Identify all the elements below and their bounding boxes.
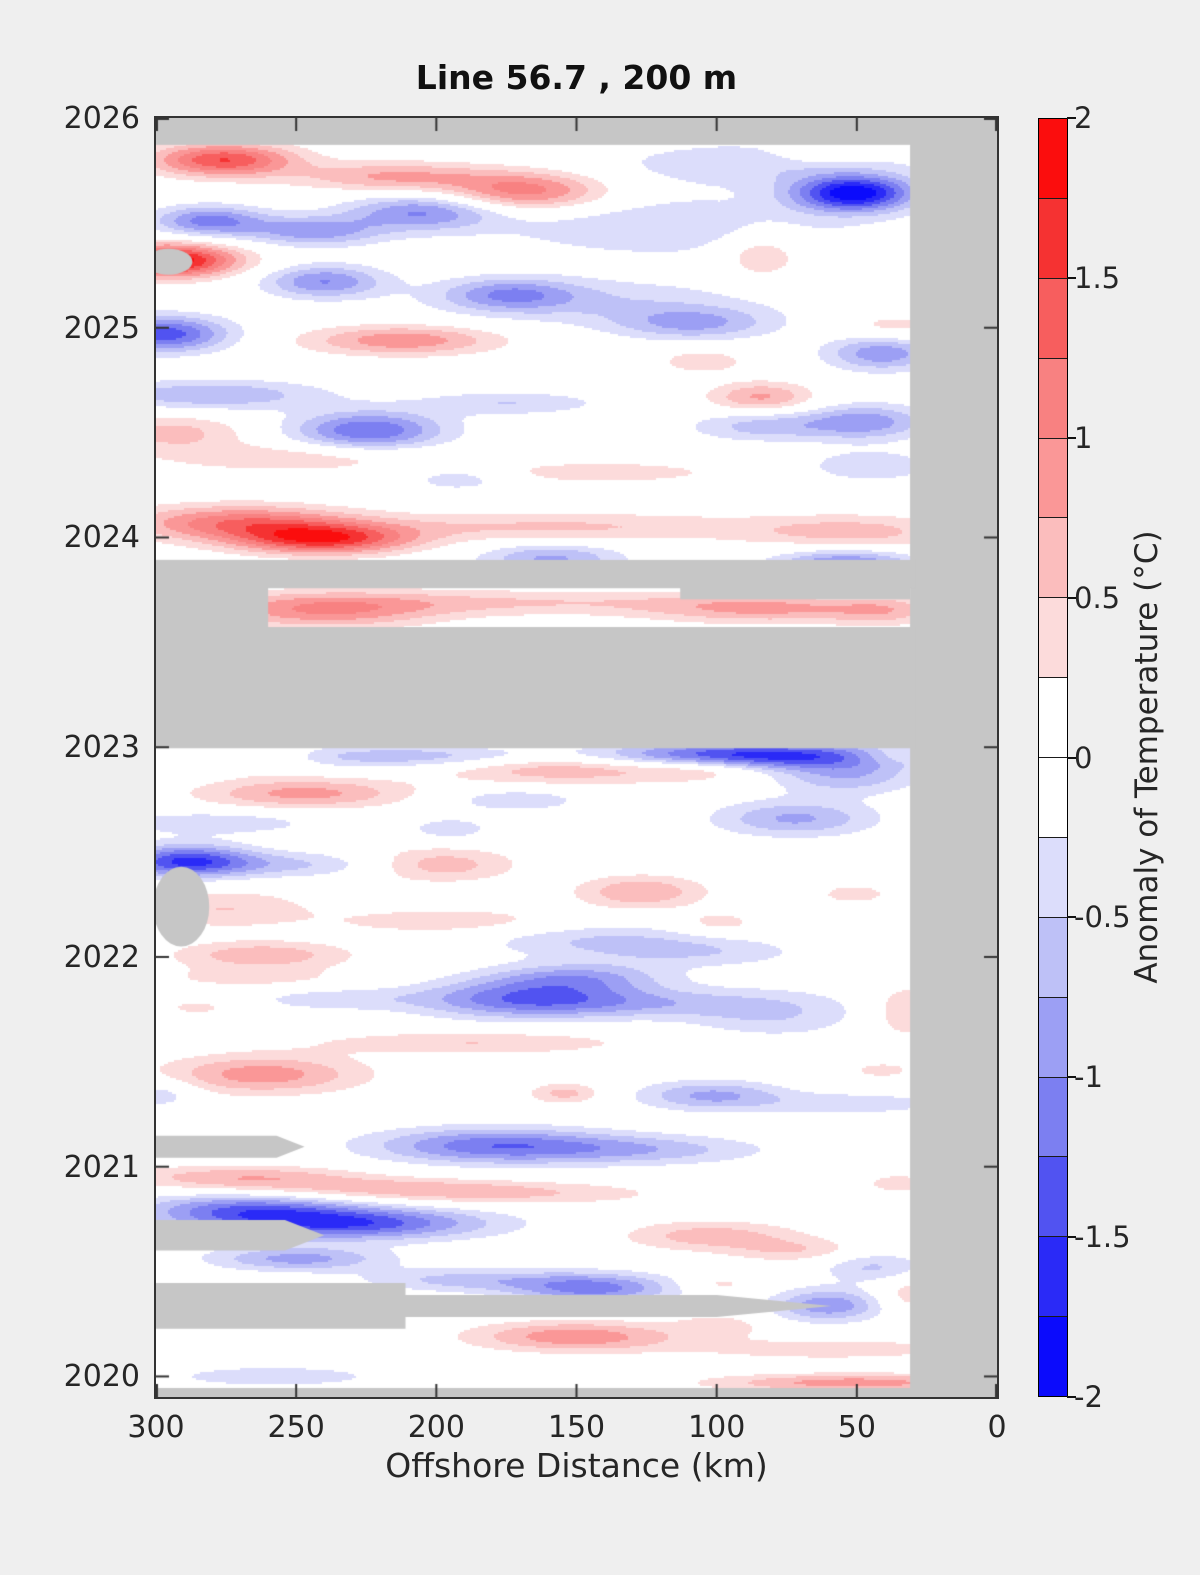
- colorbar-tick-mark: [1067, 436, 1076, 439]
- colorbar-tick--0.5: -0.5: [1074, 900, 1131, 935]
- y-tick-2020: 2020: [63, 1359, 140, 1395]
- colorbar-segment-5: [1039, 518, 1067, 599]
- colorbar-tick--1.5: -1.5: [1074, 1220, 1131, 1255]
- colorbar: [1038, 118, 1068, 1397]
- y-tick-2022: 2022: [63, 939, 140, 975]
- colorbar-segment-7: [1039, 678, 1067, 758]
- colorbar-segment-1: [1039, 198, 1067, 279]
- x-tick-100: 100: [688, 1410, 746, 1445]
- colorbar-tick-mark: [1067, 596, 1076, 599]
- x-axis-label: Offshore Distance (km): [385, 1446, 768, 1485]
- colorbar-segment-12: [1039, 1077, 1067, 1158]
- colorbar-tick-mark: [1067, 1396, 1076, 1398]
- colorbar-segment-15: [1039, 1317, 1067, 1396]
- colorbar-segment-0: [1039, 119, 1067, 199]
- heatmap-canvas: [156, 118, 997, 1397]
- x-tick-50: 50: [837, 1410, 876, 1445]
- colorbar-tick-mark: [1067, 756, 1076, 759]
- x-tick-250: 250: [267, 1410, 325, 1445]
- colorbar-segment-11: [1039, 997, 1067, 1078]
- colorbar-tick-mark: [1067, 117, 1076, 119]
- x-tick-300: 300: [127, 1410, 185, 1445]
- colorbar-tick-1.5: 1.5: [1074, 260, 1121, 295]
- y-tick-2026: 2026: [63, 101, 140, 136]
- colorbar-tick-mark: [1067, 916, 1076, 919]
- colorbar-segment-10: [1039, 917, 1067, 998]
- x-tick-0: 0: [987, 1410, 1007, 1445]
- y-tick-2023: 2023: [63, 730, 140, 766]
- colorbar-tick--2: -2: [1074, 1380, 1103, 1414]
- colorbar-tick-mark: [1067, 1236, 1076, 1239]
- colorbar-tick-0.5: 0.5: [1074, 580, 1121, 615]
- y-tick-2024: 2024: [63, 520, 140, 556]
- colorbar-label: Anomaly of Temperature (°C): [1129, 530, 1165, 984]
- colorbar-tick-mark: [1067, 1076, 1076, 1079]
- plot-area: [154, 116, 999, 1399]
- y-tick-2021: 2021: [63, 1149, 140, 1185]
- y-tick-2025: 2025: [63, 310, 140, 346]
- x-tick-150: 150: [547, 1410, 606, 1445]
- colorbar-segment-14: [1039, 1237, 1067, 1318]
- colorbar-tick-mark: [1067, 276, 1076, 279]
- colorbar-segment-6: [1039, 598, 1067, 679]
- colorbar-tick-2: 2: [1074, 101, 1093, 135]
- colorbar-tick--1: -1: [1074, 1060, 1103, 1095]
- x-tick-200: 200: [407, 1410, 465, 1445]
- colorbar-tick-1: 1: [1074, 420, 1093, 455]
- colorbar-segment-13: [1039, 1157, 1067, 1238]
- colorbar-segment-3: [1039, 358, 1067, 439]
- colorbar-segment-4: [1039, 438, 1067, 519]
- colorbar-segment-2: [1039, 278, 1067, 359]
- chart-title: Line 56.7 , 200 m: [415, 58, 738, 97]
- colorbar-segment-9: [1039, 837, 1067, 918]
- colorbar-segment-8: [1039, 758, 1067, 838]
- colorbar-tick-0: 0: [1074, 740, 1093, 775]
